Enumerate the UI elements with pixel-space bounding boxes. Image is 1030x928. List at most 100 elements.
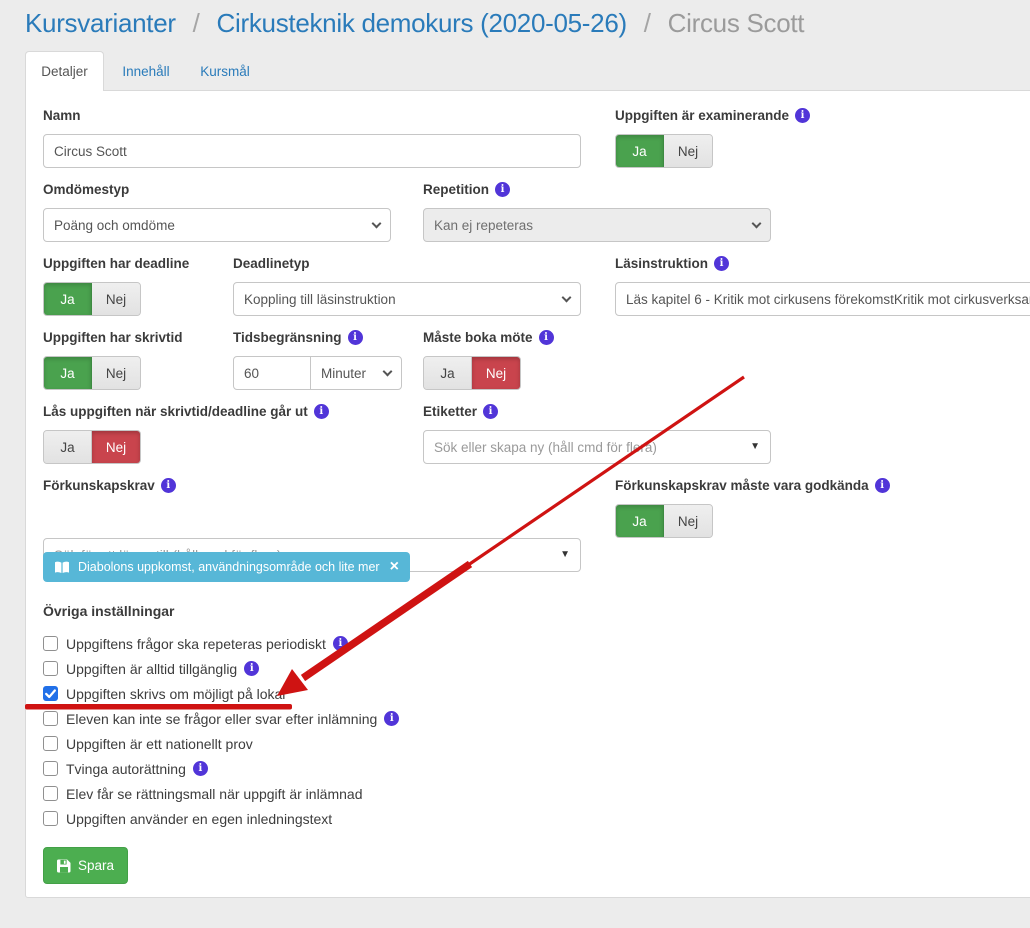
omdomestyp-select[interactable]: Poäng och omdöme <box>43 208 391 242</box>
toggle-yes-button[interactable]: Ja <box>44 283 92 315</box>
breadcrumb-link-kursvarianter[interactable]: Kursvarianter <box>25 8 176 38</box>
breadcrumb-separator: / <box>192 8 200 38</box>
save-button[interactable]: Spara <box>43 847 129 884</box>
checkbox[interactable] <box>43 786 58 801</box>
checkbox-label[interactable]: Eleven kan inte se frågor eller svar eft… <box>66 710 378 727</box>
settings-checkbox-row[interactable]: Tvinga autorättning i <box>43 756 643 781</box>
info-icon[interactable]: i <box>192 761 208 776</box>
tab-kursmal[interactable]: Kursmål <box>200 63 250 79</box>
tidsbegransning-unit-select[interactable]: Minuter <box>310 356 402 390</box>
las-uppgiften-toggle[interactable]: Ja Nej <box>43 430 141 464</box>
checkbox-label[interactable]: Uppgiften är ett nationellt prov <box>66 735 253 752</box>
deadlinetyp-select[interactable]: Koppling till läsinstruktion <box>233 282 581 316</box>
forkunskapskrav-godkanda-label: Förkunskapskrav måste vara godkända i <box>615 478 890 493</box>
tidsbegransning-input[interactable] <box>233 356 311 390</box>
info-icon[interactable]: i <box>384 711 400 726</box>
namn-label: Namn <box>43 108 81 123</box>
toggle-no-button[interactable]: Nej <box>92 283 140 315</box>
settings-checkbox-row[interactable]: Eleven kan inte se frågor eller svar eft… <box>43 706 643 731</box>
tab-detaljer[interactable]: Detaljer <box>25 51 104 91</box>
toggle-yes-button[interactable]: Ja <box>44 357 92 389</box>
tab-innehall[interactable]: Innehåll <box>122 63 170 79</box>
toggle-yes-button[interactable]: Ja <box>424 357 472 389</box>
settings-checkbox-row[interactable]: Uppgiften är ett nationellt prov <box>43 731 643 756</box>
info-icon[interactable]: i <box>714 256 730 271</box>
omdomestyp-label: Omdömestyp <box>43 182 130 197</box>
lasinstruktion-input[interactable] <box>615 282 1030 316</box>
checkbox-label[interactable]: Uppgiftens frågor ska repeteras periodis… <box>66 635 326 652</box>
info-icon[interactable]: i <box>483 404 499 419</box>
examinerande-toggle[interactable]: Ja Nej <box>615 134 713 168</box>
section-title: Övriga inställningar <box>43 603 175 619</box>
info-icon[interactable]: i <box>795 108 811 123</box>
checkbox-label[interactable]: Uppgiften använder en egen inledningstex… <box>66 810 333 827</box>
har-deadline-toggle[interactable]: Ja Nej <box>43 282 141 316</box>
toggle-yes-button[interactable]: Ja <box>44 431 92 463</box>
settings-checkbox-row[interactable]: Uppgiften skrivs om möjligt på lokal <box>43 681 643 706</box>
breadcrumb-link-kurs[interactable]: Cirkusteknik demokurs (2020-05-26) <box>216 8 628 38</box>
etiketter-label: Etiketter i <box>423 404 499 419</box>
tidsbegransning-label: Tidsbegränsning i <box>233 330 363 345</box>
boka-mote-toggle[interactable]: Ja Nej <box>423 356 521 390</box>
details-form-panel: Namn Uppgiften är examinerande i Ja Nej … <box>25 90 1030 898</box>
repetition-select: Kan ej repeteras <box>423 208 771 242</box>
info-icon[interactable]: i <box>495 182 510 197</box>
settings-checkbox-row[interactable]: Uppgiften använder en egen inledningstex… <box>43 806 643 831</box>
checkbox[interactable] <box>43 811 58 826</box>
checkbox-label[interactable]: Uppgiften skrivs om möjligt på lokal <box>66 685 286 702</box>
checkbox[interactable] <box>43 711 58 726</box>
checkbox[interactable] <box>43 736 58 751</box>
close-icon[interactable]: × <box>389 558 399 575</box>
forkunskapskrav-label: Förkunskapskrav i <box>43 478 176 493</box>
breadcrumb-current: Circus Scott <box>667 8 805 38</box>
namn-input[interactable] <box>43 134 581 168</box>
info-icon[interactable]: i <box>332 636 348 651</box>
checkbox[interactable] <box>43 636 58 651</box>
check-icon <box>45 689 56 699</box>
toggle-no-button[interactable]: Nej <box>472 357 520 389</box>
info-icon[interactable]: i <box>244 661 260 676</box>
toggle-no-button[interactable]: Nej <box>92 431 140 463</box>
save-icon <box>57 859 71 872</box>
chevron-down-icon <box>561 292 572 302</box>
har-skrivtid-label: Uppgiften har skrivtid <box>43 330 183 345</box>
toggle-yes-button[interactable]: Ja <box>616 135 664 167</box>
toggle-no-button[interactable]: Nej <box>664 505 712 537</box>
info-icon[interactable]: i <box>160 478 176 493</box>
toggle-no-button[interactable]: Nej <box>664 135 712 167</box>
har-skrivtid-toggle[interactable]: Ja Nej <box>43 356 141 390</box>
settings-checkbox-list: Uppgiftens frågor ska repeteras periodis… <box>43 631 643 831</box>
toggle-no-button[interactable]: Nej <box>92 357 140 389</box>
checkbox-label[interactable]: Elev får se rättningsmall när uppgift är… <box>66 785 363 802</box>
checkbox[interactable] <box>43 661 58 676</box>
las-uppgiften-label: Lås uppgiften när skrivtid/deadline går … <box>43 404 329 419</box>
settings-checkbox-row[interactable]: Uppgiften är alltid tillgänglig i <box>43 656 643 681</box>
checkbox[interactable] <box>43 761 58 776</box>
checkbox-label[interactable]: Uppgiften är alltid tillgänglig <box>66 660 238 677</box>
info-icon[interactable]: i <box>538 330 554 345</box>
forkunskapskrav-godkanda-toggle[interactable]: Ja Nej <box>615 504 713 538</box>
breadcrumb-separator: / <box>643 8 651 38</box>
repetition-label: Repetition i <box>423 182 510 197</box>
chevron-down-icon <box>371 218 382 228</box>
settings-checkbox-row[interactable]: Elev får se rättningsmall när uppgift är… <box>43 781 643 806</box>
info-icon[interactable]: i <box>347 330 363 345</box>
har-deadline-label: Uppgiften har deadline <box>43 256 190 271</box>
etiketter-input[interactable] <box>423 430 771 464</box>
toggle-yes-button[interactable]: Ja <box>616 505 664 537</box>
breadcrumb: Kursvarianter / Cirkusteknik demokurs (2… <box>25 8 805 39</box>
deadlinetyp-label: Deadlinetyp <box>233 256 310 271</box>
checkbox[interactable] <box>43 686 58 701</box>
book-icon <box>55 561 69 573</box>
examinerande-label: Uppgiften är examinerande i <box>615 108 811 123</box>
tidsbegransning-group: Minuter <box>233 356 402 390</box>
etiketter-combo[interactable]: ▼ <box>423 430 771 464</box>
boka-mote-label: Måste boka möte i <box>423 330 554 345</box>
chevron-down-icon <box>382 366 393 376</box>
info-icon[interactable]: i <box>874 478 890 493</box>
prerequisite-chip-label: Diabolons uppkomst, användningsområde oc… <box>78 560 380 574</box>
checkbox-label[interactable]: Tvinga autorättning <box>66 760 186 777</box>
info-icon[interactable]: i <box>313 404 329 419</box>
settings-checkbox-row[interactable]: Uppgiftens frågor ska repeteras periodis… <box>43 631 643 656</box>
